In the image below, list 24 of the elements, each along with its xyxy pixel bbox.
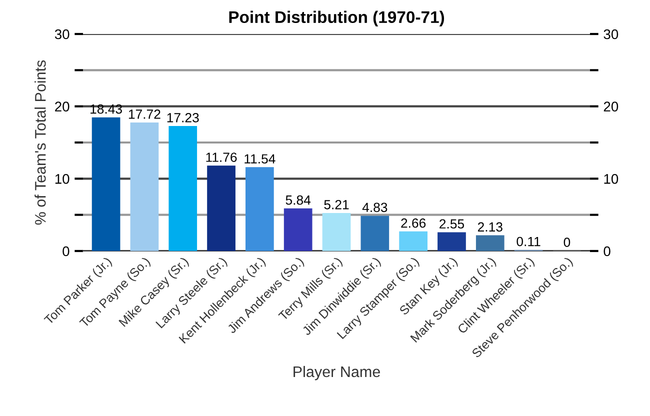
data-label: 11.76 [206,152,237,162]
y-tick-label: 20 [55,102,70,112]
y-tick-label: 30 [54,29,70,40]
data-label: 5.84 [286,195,311,205]
y-axis-title: % of Team's Total Points [34,60,46,225]
data-label: 2.13 [478,222,502,232]
y2-tick-label: 0 [604,246,610,256]
data-label: 2.55 [440,219,464,229]
y2-tick-label: 20 [604,102,618,112]
data-label: 17.23 [167,113,199,122]
x-axis-title: Player Name [294,366,380,380]
data-label: 0.11 [516,236,540,246]
y2-tick-label: 10 [604,174,618,184]
data-label: 2.66 [401,218,426,228]
data-label: 4.83 [362,202,388,212]
data-label: 18.43 [90,104,122,114]
y-tick-label: 10 [55,174,70,184]
data-label: 17.72 [128,109,160,119]
data-label: 5.21 [324,200,349,210]
data-label: 11.54 [244,154,276,164]
data-label: 0 [564,238,570,248]
y2-tick-label: 30 [604,29,618,40]
y-tick-label: 0 [62,246,70,256]
chart-title: Point Distribution (1970-71) [229,10,444,26]
